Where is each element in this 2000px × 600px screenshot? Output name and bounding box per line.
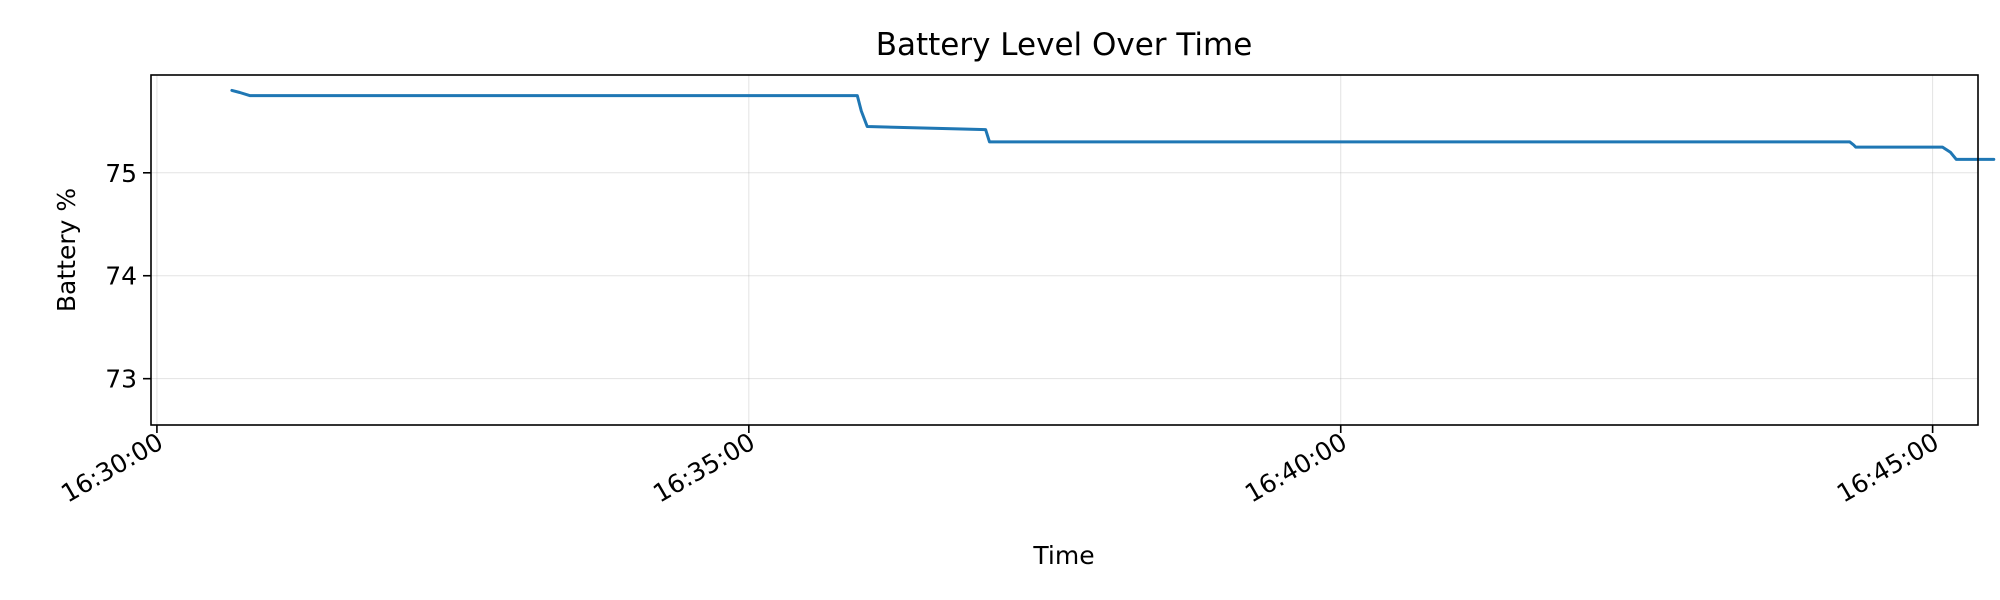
battery-series-line: [230, 88, 1996, 161]
tick-layer: 16:30:00 16:35:00 16:40:00 16:45:00 73 74 75: [56, 159, 1943, 509]
plot-frame: [150, 74, 1979, 426]
x-tick-label: 16:40:00: [1240, 427, 1352, 508]
x-tick-label: 16:35:00: [648, 427, 760, 508]
chart-title: Battery Level Over Time: [876, 27, 1253, 63]
x-axis-label: Time: [1032, 541, 1094, 570]
y-tick-label: 75: [105, 159, 137, 188]
x-tick-label: 16:30:00: [56, 427, 168, 508]
y-tick-label: 74: [105, 262, 137, 291]
y-tick-label: 73: [105, 365, 137, 394]
grid-layer: [151, 75, 1978, 425]
line-layer: [230, 88, 1996, 161]
x-tick-label: 16:45:00: [1832, 427, 1944, 508]
y-axis-label: Battery %: [52, 188, 81, 312]
